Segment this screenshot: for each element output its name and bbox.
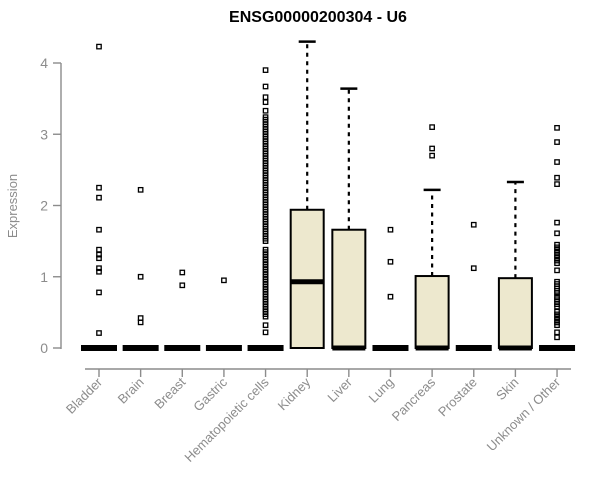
x-tick-label-breast: Breast	[151, 374, 188, 411]
boxplot-liver	[331, 87, 367, 351]
outlier-point	[262, 99, 269, 106]
y-axis: 0 1 2 3 4	[40, 55, 62, 356]
x-tick-label-lung: Lung	[366, 375, 397, 406]
x-tick-label-gastric: Gastric	[190, 374, 230, 414]
y-axis-title: Expression	[5, 173, 20, 239]
y-tick-label: 0	[40, 340, 48, 356]
boxplot-skin	[497, 180, 533, 351]
outlier-point	[262, 313, 269, 320]
y-tick-label: 3	[40, 126, 48, 142]
outlier-point	[554, 267, 560, 274]
x-tick-label-prostate: Prostate	[435, 375, 480, 420]
outlier-point	[96, 194, 102, 201]
boxplot-gastric	[205, 277, 242, 351]
outlier-point	[96, 265, 102, 272]
outlier-point	[470, 265, 477, 272]
zero-bar	[205, 345, 242, 351]
boxplot-brain	[122, 186, 159, 351]
outlier-point	[137, 319, 144, 326]
outlier-point	[96, 330, 102, 336]
outlier-point	[262, 329, 269, 336]
boxplot-hematopoietic-cells	[247, 67, 284, 351]
y-tick-label: 1	[40, 269, 48, 285]
outlier-point	[262, 94, 269, 101]
outlier-point	[554, 322, 560, 329]
outlier-point	[96, 226, 102, 233]
outlier-point	[429, 124, 435, 130]
boxplot-prostate	[455, 221, 492, 351]
outlier-point	[179, 282, 186, 289]
boxplot-unknown-other	[539, 124, 576, 351]
x-tick-label-brain: Brain	[115, 375, 147, 407]
outlier-point	[96, 184, 102, 191]
x-tick-label-skin: Skin	[493, 375, 521, 403]
outlier-point	[137, 273, 144, 280]
outlier-point	[387, 226, 394, 233]
zero-bar	[164, 345, 201, 351]
zero-bar	[455, 345, 492, 351]
outlier-point	[96, 289, 102, 296]
outlier-point	[96, 43, 102, 50]
zero-bar	[372, 345, 409, 351]
x-tick-label-kidney: Kidney	[275, 374, 314, 413]
boxplot-breast	[164, 269, 201, 351]
outlier-point	[262, 322, 269, 329]
y-tick-label: 2	[40, 198, 48, 214]
box	[497, 277, 533, 349]
outlier-point	[554, 290, 560, 296]
boxplot-bladder	[81, 43, 117, 351]
outlier-point	[387, 258, 394, 265]
outlier-point	[96, 251, 102, 258]
outlier-point	[137, 186, 144, 193]
outlier-point	[96, 255, 102, 262]
zero-bar	[539, 345, 576, 351]
outlier-point	[96, 246, 102, 253]
x-tick-label-pancreas: Pancreas	[389, 374, 439, 424]
outlier-point	[262, 67, 269, 73]
x-tick-label-liver: Liver	[324, 374, 355, 405]
outlier-point	[179, 269, 186, 276]
outlier-point	[262, 83, 269, 90]
zero-bar	[122, 345, 159, 351]
outlier-point	[554, 174, 560, 181]
outlier-point	[554, 124, 560, 131]
x-tick-label-bladder: Bladder	[63, 374, 106, 417]
outlier-point	[221, 277, 227, 284]
x-tick-label-unknown-other: Unknown / Other	[484, 374, 564, 454]
chart-title: ENSG00000200304 - U6	[229, 9, 407, 26]
outlier-point	[429, 152, 435, 159]
y-tick-label: 4	[40, 55, 48, 71]
box	[331, 228, 367, 350]
outlier-point	[554, 219, 560, 226]
box	[289, 208, 325, 349]
outlier-point	[554, 329, 560, 336]
outlier-point	[470, 221, 477, 228]
boxplot-lung	[372, 226, 409, 351]
outlier-point	[554, 334, 560, 341]
outlier-point	[554, 181, 560, 187]
outlier-point	[262, 238, 269, 244]
outlier-point	[554, 159, 560, 165]
zero-bar	[247, 345, 284, 351]
outlier-point	[554, 230, 560, 237]
outlier-point	[429, 145, 435, 152]
outlier-point	[262, 107, 269, 114]
outlier-point	[387, 293, 394, 300]
outlier-point	[96, 268, 102, 275]
boxplot-pancreas	[414, 124, 450, 351]
box	[414, 275, 450, 350]
zero-bar	[81, 345, 117, 351]
outlier-point	[554, 260, 560, 267]
boxplot-kidney	[289, 40, 325, 349]
outlier-point	[554, 139, 560, 145]
